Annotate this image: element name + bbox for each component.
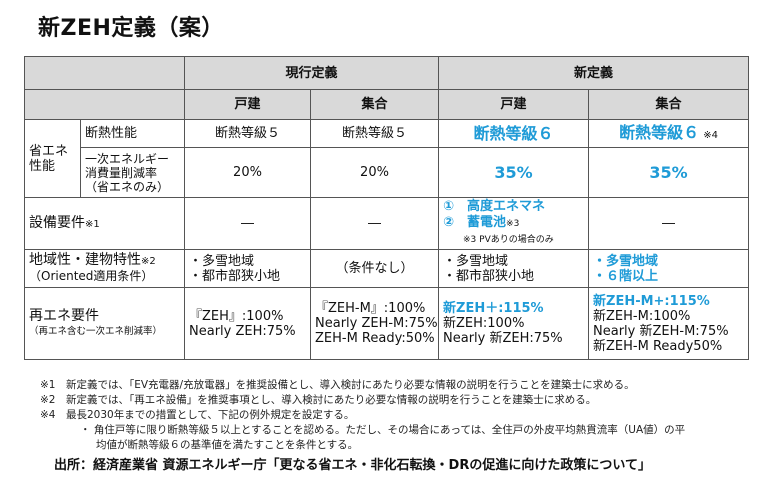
renewable-new-collective-1: 新ZEH-M+:115% bbox=[593, 293, 710, 309]
region-label-line: 地域性・建物特性※2 bbox=[29, 253, 180, 269]
row-label-insulation: 断熱性能 bbox=[80, 119, 185, 148]
cell-equipment-current-detached: ― bbox=[184, 197, 311, 250]
zeh-definition-table: 現行定義 新定義 戸建 集合 戸建 集合 省エネ 性能 断熱性能 断熱等級５ 断… bbox=[24, 56, 750, 360]
renewable-new-collective-3: Nearly 新ZEH-M:75% bbox=[593, 323, 729, 339]
renewable-new-detached-2: 新ZEH:100% bbox=[443, 316, 525, 331]
corner-cell-2 bbox=[24, 89, 185, 120]
col-header-current-collective: 集合 bbox=[309, 89, 440, 120]
col-header-current-detached: 戸建 bbox=[184, 89, 311, 120]
footnote-4-bullet-1: ・ 角住戸等に限り断熱等級５以上とすることを認める。ただし、その場合にあっては、… bbox=[80, 424, 686, 436]
cell-equipment-new-collective: ― bbox=[588, 197, 750, 250]
table-row-renewable: 再エネ要件 （再エネ含む一次エネ削減率） 『ZEH』:100% Nearly Z… bbox=[24, 287, 750, 360]
group-header-new: 新定義 bbox=[438, 56, 750, 90]
cell-insulation-new-detached: 断熱等級６ bbox=[438, 119, 590, 148]
row-label-energy-saving: 省エネ 性能 bbox=[24, 119, 81, 198]
renewable-current-collective-1: 『ZEH-M』:100% bbox=[315, 301, 426, 316]
cell-reduction-current-collective: 20% bbox=[309, 147, 440, 198]
col-header-new-detached: 戸建 bbox=[438, 89, 590, 120]
footnote-1: ※1 新定義では、「EV充電器/充放電器」を推奨設備とし、導入検討にあたり必要な… bbox=[40, 379, 635, 391]
cell-insulation-new-collective: 断熱等級６ ※4 bbox=[588, 119, 750, 148]
table-row-insulation: 省エネ 性能 断熱性能 断熱等級５ 断熱等級５ 断熱等級６ 断熱等級６ ※4 bbox=[24, 119, 750, 198]
cell-region-current-collective: （条件なし） bbox=[309, 249, 440, 288]
corner-cell bbox=[24, 56, 185, 90]
footnotes: ※1 新定義では、「EV充電器/充放電器」を推奨設備とし、導入検討にあたり必要な… bbox=[40, 378, 740, 453]
region-label: 地域性・建物特性 bbox=[29, 252, 141, 268]
renewable-current-detached-1: 『ZEH』:100% bbox=[189, 308, 284, 324]
renewable-current-collective-3: ZEH-M Ready:50% bbox=[315, 331, 435, 346]
cell-insulation-current-detached: 断熱等級５ bbox=[184, 119, 311, 148]
group-header-current: 現行定義 bbox=[183, 56, 440, 90]
row-label-reduction: 一次エネルギー 消費量削減率 （省エネのみ） bbox=[80, 147, 185, 198]
cell-reduction-new-detached: 35% bbox=[438, 147, 590, 198]
insulation-new-collective-value: 断熱等級６ bbox=[619, 122, 700, 142]
table-row-col-header: 戸建 集合 戸建 集合 bbox=[24, 89, 750, 120]
cell-region-new-collective: ・多雪地域 ・６階以上 bbox=[588, 249, 750, 288]
page-title: 新ZEH定義（案） bbox=[38, 16, 224, 41]
note-ref-3: ※3 bbox=[506, 219, 520, 229]
row-label-equipment: 設備要件※1 bbox=[24, 197, 185, 250]
region-new-detached-1: ・多雪地域 bbox=[443, 253, 509, 269]
footnote-4-bullet-2: 均値が断熱等級６の基準値を満たすことを条件とする。 bbox=[96, 439, 359, 451]
row-label-renewable: 再エネ要件 （再エネ含む一次エネ削減率） bbox=[24, 287, 185, 360]
note-ref-4: ※4 bbox=[703, 129, 718, 141]
renewable-label: 再エネ要件 bbox=[29, 307, 99, 324]
col-header-new-collective: 集合 bbox=[588, 89, 750, 120]
region-current-detached-2: ・都市部狭小地 bbox=[189, 268, 281, 284]
cell-reduction-current-detached: 20% bbox=[184, 147, 311, 198]
equipment-label: 設備要件 bbox=[29, 214, 85, 231]
renewable-new-collective-2: 新ZEH-M:100% bbox=[593, 308, 691, 324]
table-row-region: 地域性・建物特性※2 （Oriented適用条件） ・多雪地域 ・都市部狭小地 … bbox=[24, 249, 750, 288]
source-citation: 出所：経済産業省 資源エネルギー庁「更なる省エネ・非化石転換・DRの促進に向けた… bbox=[54, 458, 651, 473]
renewable-new-detached-1: 新ZEH＋:115% bbox=[443, 301, 544, 316]
region-new-collective-1: ・多雪地域 bbox=[593, 253, 659, 269]
footnote-2: ※2 新定義では、「再エネ設備」を推奨事項とし、導入検討にあたり必要な情報の説明… bbox=[40, 394, 597, 406]
equipment-footnote: ※3 PVありの場合のみ bbox=[463, 235, 554, 245]
renewable-new-collective-4: 新ZEH-M Ready50% bbox=[593, 338, 723, 354]
table-row-equipment: 設備要件※1 ― ― ① 高度エネマネ ② 蓄電池※3 ※3 PVありの場合のみ… bbox=[24, 197, 750, 250]
renewable-current-detached-2: Nearly ZEH:75% bbox=[189, 323, 296, 339]
renewable-sublabel: （再エネ含む一次エネ削減率） bbox=[29, 325, 163, 337]
cell-renewable-current-detached: 『ZEH』:100% Nearly ZEH:75% bbox=[184, 287, 311, 360]
equipment-item-energy-management: ① 高度エネマネ bbox=[443, 199, 546, 214]
cell-equipment-new-detached: ① 高度エネマネ ② 蓄電池※3 ※3 PVありの場合のみ bbox=[438, 197, 590, 250]
cell-renewable-current-collective: 『ZEH-M』:100% Nearly ZEH-M:75% ZEH-M Read… bbox=[309, 287, 440, 360]
cell-region-current-detached: ・多雪地域 ・都市部狭小地 bbox=[184, 249, 311, 288]
equipment-item-battery: ② 蓄電池※3 bbox=[443, 215, 584, 232]
cell-insulation-current-collective: 断熱等級５ bbox=[309, 119, 440, 148]
equipment-battery-label: ② 蓄電池 bbox=[443, 215, 507, 230]
cell-reduction-new-collective: 35% bbox=[588, 147, 750, 198]
cell-renewable-new-detached: 新ZEH＋:115% 新ZEH:100% Nearly 新ZEH:75% bbox=[438, 287, 590, 360]
region-sublabel: （Oriented適用条件） bbox=[29, 269, 154, 283]
region-new-collective-2: ・６階以上 bbox=[593, 268, 659, 284]
footnote-4: ※4 最長2030年までの措置として、下記の例外規定を設定する。 bbox=[40, 409, 355, 421]
cell-region-new-detached: ・多雪地域 ・都市部狭小地 bbox=[438, 249, 590, 288]
cell-renewable-new-collective: 新ZEH-M+:115% 新ZEH-M:100% Nearly 新ZEH-M:7… bbox=[588, 287, 750, 360]
table-row-group-header: 現行定義 新定義 bbox=[24, 56, 750, 90]
renewable-current-collective-2: Nearly ZEH-M:75% bbox=[315, 316, 438, 331]
note-ref-2: ※2 bbox=[141, 256, 156, 267]
table-row-reduction: 一次エネルギー 消費量削減率 （省エネのみ） 20% 20% 35% 35% bbox=[25, 147, 750, 198]
region-new-detached-2: ・都市部狭小地 bbox=[443, 268, 535, 284]
cell-equipment-current-collective: ― bbox=[309, 197, 440, 250]
row-label-region: 地域性・建物特性※2 （Oriented適用条件） bbox=[24, 249, 185, 288]
note-ref-1: ※1 bbox=[85, 218, 100, 230]
region-current-detached-1: ・多雪地域 bbox=[189, 253, 255, 269]
renewable-new-detached-3: Nearly 新ZEH:75% bbox=[443, 331, 563, 346]
